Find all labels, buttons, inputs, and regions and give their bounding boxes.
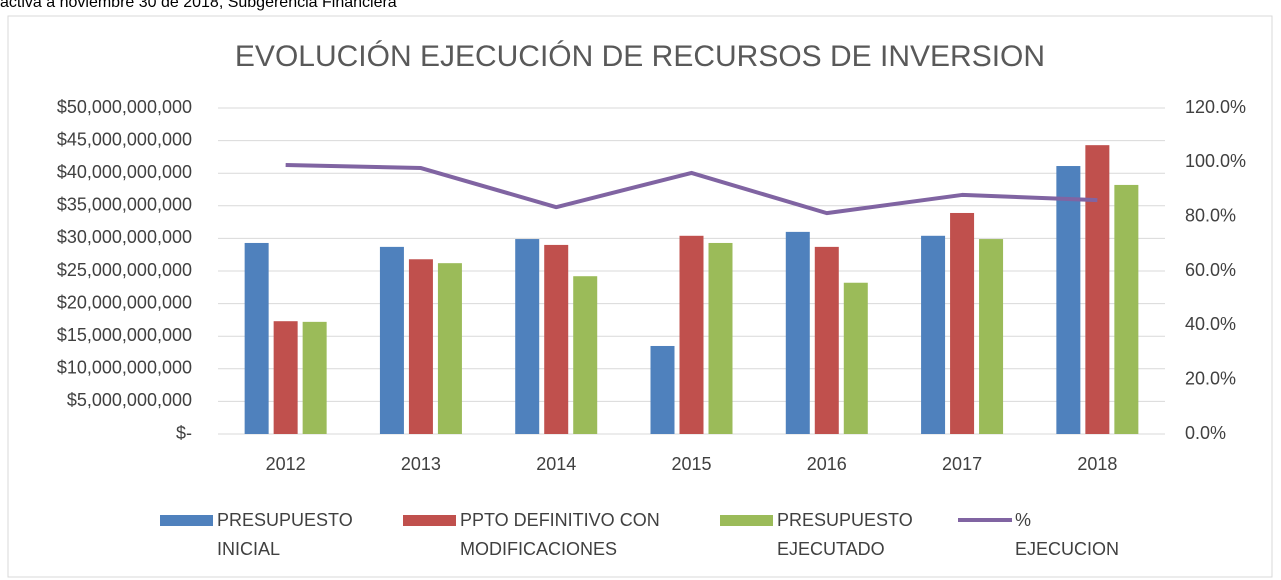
bar xyxy=(814,246,839,434)
legend-label: PPTO DEFINITIVO CON MODIFICACIONES xyxy=(460,510,660,559)
y-tick-label: $35,000,000,000 xyxy=(57,195,192,215)
y-tick-label: $30,000,000,000 xyxy=(57,227,192,247)
y2-tick-label: 20.0% xyxy=(1185,368,1236,388)
bar xyxy=(1056,166,1081,434)
y-tick-label: $50,000,000,000 xyxy=(57,97,192,117)
x-tick-label: 2017 xyxy=(942,454,982,474)
bar xyxy=(1114,184,1139,434)
bar xyxy=(408,259,433,434)
y-tick-label: $45,000,000,000 xyxy=(57,129,192,149)
y-tick-label: $25,000,000,000 xyxy=(57,260,192,280)
legend-label: % EJECUCION xyxy=(1015,510,1120,559)
bar xyxy=(679,235,704,434)
bar xyxy=(437,263,462,434)
chart-frame xyxy=(7,15,1273,578)
y-tick-label: $- xyxy=(176,423,192,443)
bar xyxy=(379,246,404,434)
y-tick-label: $40,000,000,000 xyxy=(57,162,192,182)
line-series xyxy=(285,163,1098,216)
bar xyxy=(950,212,975,434)
legend-swatch xyxy=(403,515,456,526)
x-tick-label: 2012 xyxy=(266,454,306,474)
x-tick-label: 2018 xyxy=(1077,454,1117,474)
legend-label: PRESUPUESTO INICIAL xyxy=(217,510,353,559)
x-tick-label: 2014 xyxy=(536,454,576,474)
chart-title: EVOLUCIÓN EJECUCIÓN DE RECURSOS DE INVER… xyxy=(235,40,1045,73)
bar xyxy=(302,321,327,434)
y2-tick-label: 80.0% xyxy=(1185,205,1236,225)
y-tick-label: $15,000,000,000 xyxy=(57,325,192,345)
bar xyxy=(544,244,569,434)
x-tick-label: 2013 xyxy=(401,454,441,474)
bar xyxy=(515,239,540,434)
bar xyxy=(1085,145,1110,434)
bar xyxy=(650,345,675,434)
legend-label: PRESUPUESTO EJECUTADO xyxy=(777,510,913,559)
y2-tick-label: 60.0% xyxy=(1185,260,1236,280)
bar xyxy=(273,321,298,434)
bar xyxy=(921,235,946,434)
bar xyxy=(785,231,810,434)
y-tick-label: $5,000,000,000 xyxy=(67,390,192,410)
legend-swatch xyxy=(720,515,773,526)
bar xyxy=(573,276,598,434)
y-tick-label: $10,000,000,000 xyxy=(57,358,192,378)
y-tick-label: $20,000,000,000 xyxy=(57,292,192,312)
legend-swatch xyxy=(160,515,213,526)
x-tick-label: 2015 xyxy=(671,454,711,474)
bar xyxy=(708,242,733,434)
caption: activa a noviembre 30 de 2018, Subgerenc… xyxy=(0,0,397,11)
y2-tick-label: 40.0% xyxy=(1185,314,1236,334)
y2-tick-label: 100.0% xyxy=(1185,151,1246,171)
bar xyxy=(244,242,269,434)
bar xyxy=(843,282,868,434)
y2-tick-label: 120.0% xyxy=(1185,97,1246,117)
y2-tick-label: 0.0% xyxy=(1185,423,1226,443)
bar xyxy=(979,239,1004,434)
x-tick-label: 2016 xyxy=(807,454,847,474)
